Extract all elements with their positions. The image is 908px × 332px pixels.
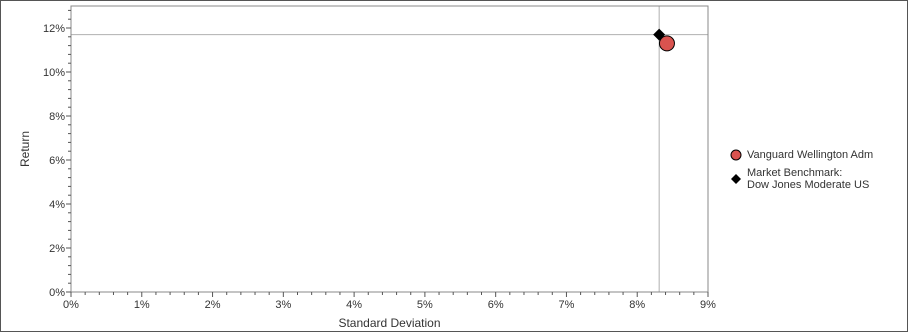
legend-label-fund: Vanguard Wellington Adm bbox=[747, 149, 874, 161]
y-tick-label: 12% bbox=[43, 23, 65, 35]
legend-item-benchmark: Market Benchmark: Dow Jones Moderate US bbox=[730, 167, 873, 191]
x-tick-label: 4% bbox=[346, 299, 362, 311]
y-tick-label: 4% bbox=[49, 199, 65, 211]
x-axis: 0% 1% 2% 3% 4% 5% 6% 7% 8% 9% bbox=[63, 292, 716, 311]
y-axis: 0% 2% 4% 6% 8% 10% 12% bbox=[43, 9, 71, 299]
x-tick-label: 0% bbox=[63, 299, 79, 311]
y-tick-label: 6% bbox=[49, 155, 65, 167]
x-tick-label: 7% bbox=[558, 299, 574, 311]
x-tick-label: 2% bbox=[205, 299, 221, 311]
benchmark-point[interactable] bbox=[653, 28, 666, 41]
crosshair-lines bbox=[71, 6, 708, 292]
data-points bbox=[653, 28, 675, 52]
legend-item-fund: Vanguard Wellington Adm bbox=[730, 149, 873, 161]
legend: Vanguard Wellington Adm Market Benchmark… bbox=[730, 149, 873, 197]
x-tick-label: 6% bbox=[488, 299, 504, 311]
circle-marker-icon bbox=[730, 149, 742, 161]
y-tick-label: 0% bbox=[49, 287, 65, 299]
x-tick-label: 1% bbox=[134, 299, 150, 311]
y-tick-label: 8% bbox=[49, 111, 65, 123]
diamond-marker-icon bbox=[731, 174, 741, 184]
y-tick-label: 10% bbox=[43, 67, 65, 79]
legend-label-benchmark: Market Benchmark: Dow Jones Moderate US bbox=[747, 167, 870, 191]
x-tick-label: 8% bbox=[629, 299, 645, 311]
x-tick-label: 3% bbox=[275, 299, 291, 311]
fund-point[interactable] bbox=[658, 35, 675, 52]
plot-area bbox=[70, 5, 709, 293]
y-tick-label: 2% bbox=[49, 243, 65, 255]
x-tick-label: 5% bbox=[417, 299, 433, 311]
x-tick-label: 9% bbox=[700, 299, 716, 311]
y-axis-label: Return bbox=[18, 131, 32, 167]
x-axis-label: Standard Deviation bbox=[338, 316, 440, 330]
